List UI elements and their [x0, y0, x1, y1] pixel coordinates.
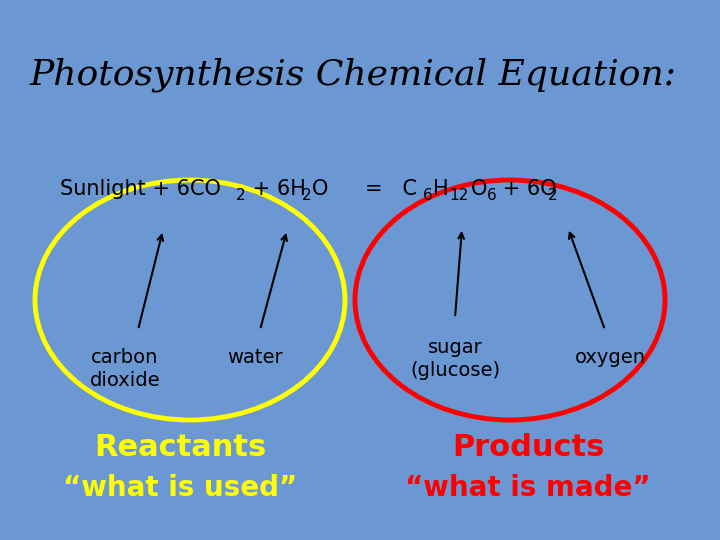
Text: =   C: = C — [365, 179, 417, 199]
Text: Products: Products — [452, 434, 604, 462]
Text: + 6O: + 6O — [496, 179, 557, 199]
Text: “what is used”: “what is used” — [63, 474, 297, 502]
Text: water: water — [228, 348, 283, 367]
Text: sugar
(glucose): sugar (glucose) — [410, 338, 500, 381]
Text: Sunlight + 6CO: Sunlight + 6CO — [60, 179, 221, 199]
Text: Photosynthesis Chemical Equation:: Photosynthesis Chemical Equation: — [30, 58, 677, 92]
Text: 2: 2 — [236, 188, 246, 203]
Text: oxygen: oxygen — [575, 348, 646, 367]
Text: H: H — [433, 179, 449, 199]
Text: + 6H: + 6H — [246, 179, 306, 199]
Text: Reactants: Reactants — [94, 434, 266, 462]
Text: carbon
dioxide: carbon dioxide — [90, 348, 161, 390]
Text: 6: 6 — [423, 188, 433, 203]
Text: “what is made”: “what is made” — [405, 474, 651, 502]
Text: 2: 2 — [302, 188, 312, 203]
Text: 2: 2 — [548, 188, 557, 203]
Text: 6: 6 — [487, 188, 497, 203]
Text: O: O — [471, 179, 487, 199]
Text: O: O — [312, 179, 328, 199]
Text: 12: 12 — [449, 188, 468, 203]
